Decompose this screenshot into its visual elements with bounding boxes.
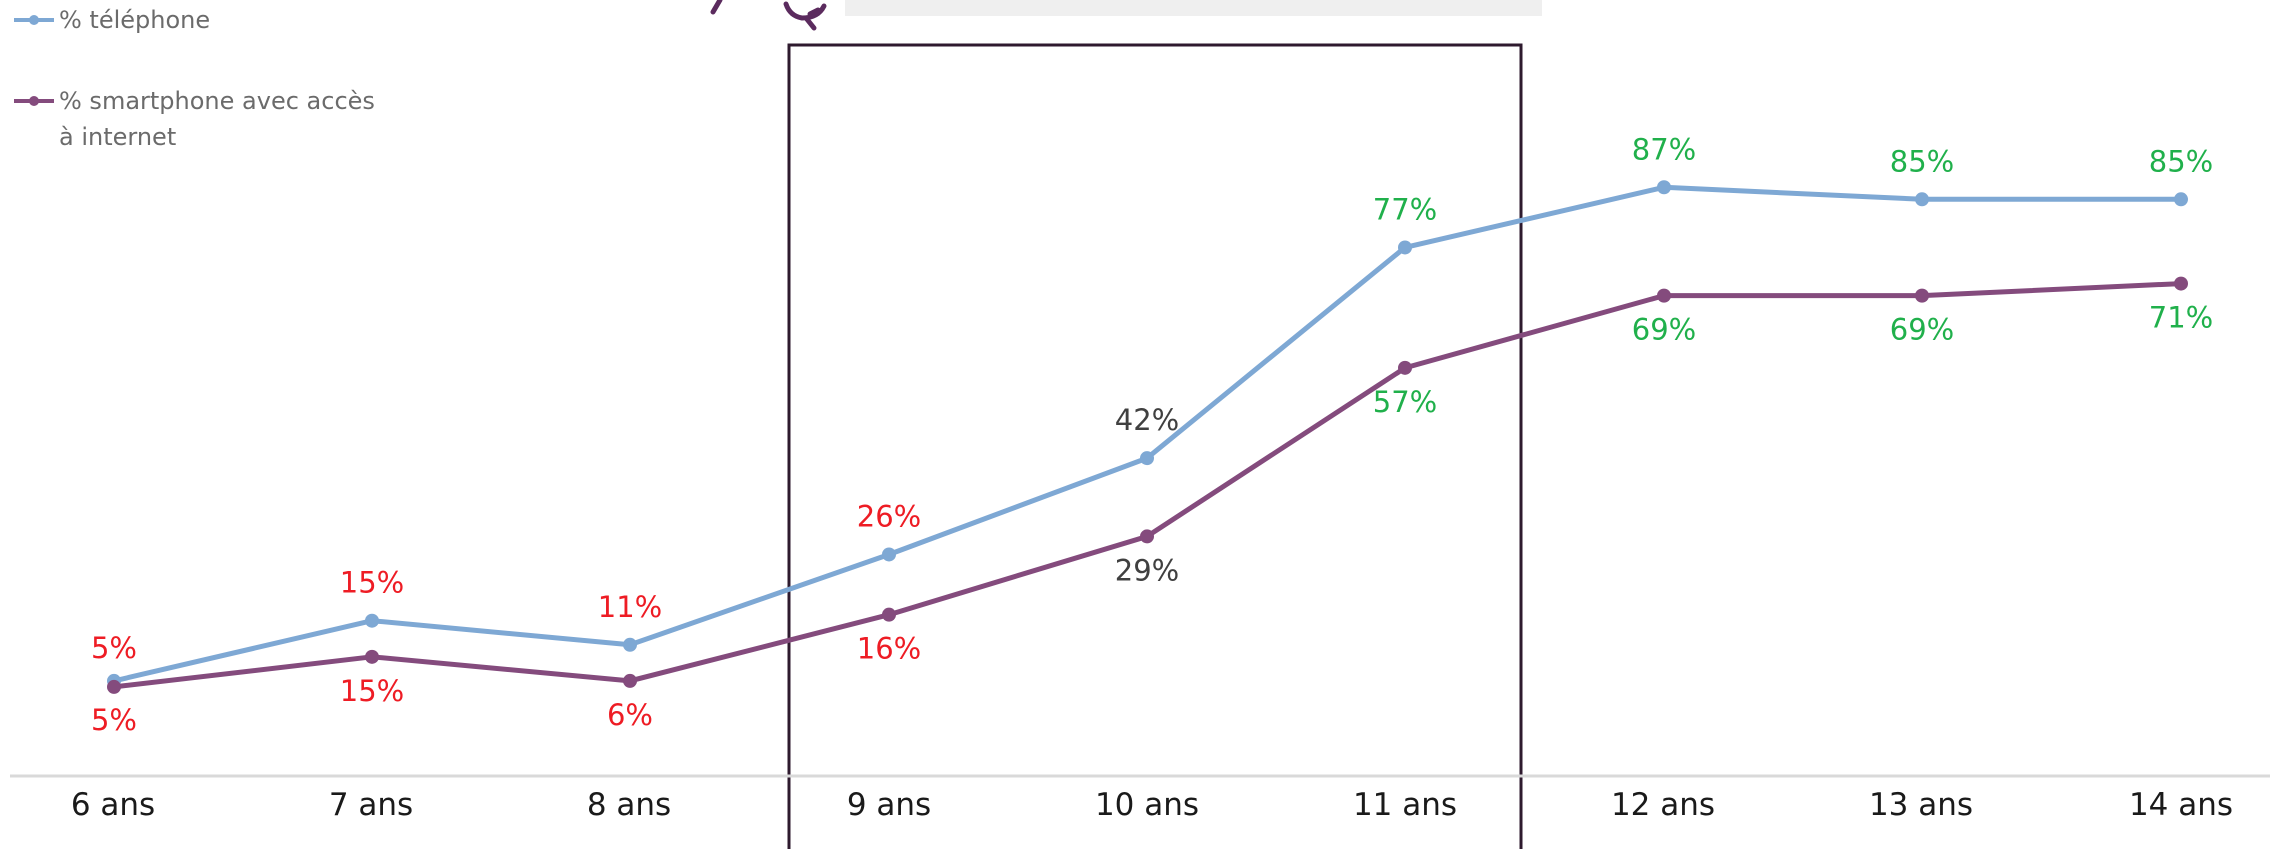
data-point-marker — [1398, 240, 1412, 255]
data-label: 77% — [1373, 192, 1437, 226]
x-tick-label: 12 ans — [1611, 787, 1715, 823]
x-tick-label: 7 ans — [329, 787, 413, 823]
legend-marker — [29, 15, 39, 25]
data-point-marker — [1398, 360, 1412, 375]
legend-label: % smartphone avec accès — [59, 87, 375, 115]
data-label: 15% — [340, 674, 404, 708]
data-label: 15% — [340, 566, 404, 600]
legend-marker — [29, 96, 39, 106]
data-point-marker — [623, 673, 637, 688]
legend-label: % téléphone — [59, 6, 210, 34]
data-label: 57% — [1373, 385, 1437, 419]
data-point-marker — [882, 607, 896, 622]
x-tick-label: 8 ans — [587, 787, 671, 823]
data-point-marker — [107, 679, 121, 694]
data-point-marker — [882, 547, 896, 562]
data-point-marker — [1140, 451, 1154, 466]
x-tick-label: 11 ans — [1353, 787, 1457, 823]
highlight-box — [787, 43, 1523, 849]
data-point-marker — [365, 649, 379, 664]
speech-bubble-icon — [783, 1, 827, 31]
data-point-marker — [1915, 288, 1929, 303]
data-label: 11% — [598, 590, 662, 624]
data-point-marker — [1915, 192, 1929, 207]
legend-label: à internet — [59, 123, 176, 151]
data-point-marker — [623, 637, 637, 652]
data-point-marker — [1657, 180, 1671, 195]
data-point-marker — [2174, 276, 2188, 291]
data-label: 6% — [607, 698, 653, 732]
x-tick-label: 10 ans — [1095, 787, 1199, 823]
data-label: 16% — [857, 632, 921, 666]
data-label: 87% — [1632, 132, 1696, 166]
data-label: 85% — [2149, 144, 2213, 178]
header-banner — [845, 0, 1542, 16]
data-label: 5% — [91, 703, 137, 737]
x-tick-label: 14 ans — [2129, 787, 2233, 823]
data-label: 85% — [1890, 144, 1954, 178]
decorative-stroke-icon — [710, 0, 723, 15]
data-point-marker — [2174, 192, 2188, 207]
data-label: 29% — [1115, 553, 1179, 587]
data-label: 5% — [91, 631, 137, 665]
data-label: 42% — [1115, 403, 1179, 437]
x-tick-label: 9 ans — [847, 787, 931, 823]
data-label: 71% — [2149, 301, 2213, 335]
x-tick-label: 13 ans — [1869, 787, 1973, 823]
data-point-marker — [1140, 529, 1154, 544]
data-label: 69% — [1632, 313, 1696, 347]
data-label: 69% — [1890, 313, 1954, 347]
x-tick-label: 6 ans — [71, 787, 155, 823]
data-label: 26% — [857, 499, 921, 533]
data-point-marker — [1657, 288, 1671, 303]
data-point-marker — [365, 613, 379, 628]
